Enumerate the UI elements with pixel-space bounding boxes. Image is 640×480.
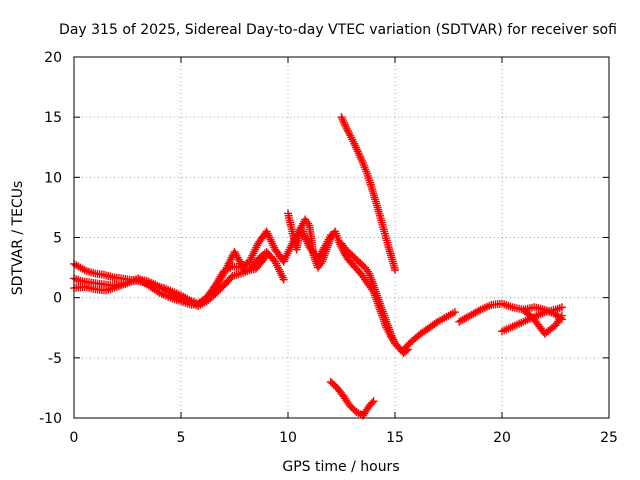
chart-title: Day 315 of 2025, Sidereal Day-to-day VTE… (59, 22, 617, 38)
series-track-c (70, 247, 271, 309)
data-point (369, 397, 378, 406)
y-tick-label: 10 (44, 170, 62, 186)
axis-ticks: 0 5 10 15 20 25 -10 -5 0 5 10 15 20 (39, 50, 618, 446)
data-point-interp (340, 118, 349, 127)
data-point (337, 113, 346, 122)
x-tick-label: 25 (600, 430, 618, 446)
y-tick-label: 15 (44, 110, 62, 126)
data-point-interp (368, 398, 377, 407)
series-track-h (399, 308, 459, 354)
plot-frame (73, 56, 610, 419)
y-tick-label: -5 (48, 351, 62, 367)
data-point-interp (474, 306, 483, 315)
data-point-interp (261, 253, 270, 262)
data-point-interp (338, 115, 347, 124)
series-track-k (519, 305, 566, 338)
data-point (391, 265, 399, 274)
x-tick-label: 10 (279, 430, 297, 446)
data-point (279, 275, 288, 284)
data-point-interp (390, 337, 399, 346)
data-point-interp (556, 313, 565, 322)
data-point-interp (404, 340, 413, 349)
data-point-interp (387, 331, 396, 340)
y-tick-label: 5 (53, 231, 62, 247)
data-point (391, 339, 399, 348)
data-point-interp (356, 153, 365, 162)
series-track-e (337, 239, 399, 348)
data-point-interp (216, 285, 225, 294)
y-tick-label: 0 (53, 291, 62, 307)
series-track-f (337, 113, 399, 274)
y-tick-label: -10 (39, 411, 62, 427)
data-point (262, 251, 271, 260)
data-point-interp (358, 156, 367, 165)
x-tick-label: 5 (177, 430, 186, 446)
data-point (350, 139, 359, 148)
data-point-interp (339, 117, 348, 126)
x-axis-label: GPS time / hours (282, 459, 399, 475)
data-point-interp (301, 233, 310, 242)
data-point-interp (357, 155, 366, 164)
series-track-g (326, 377, 378, 420)
data-point-interp (301, 235, 310, 244)
data-point (557, 303, 566, 312)
data-point (450, 308, 459, 317)
y-tick-label: 20 (44, 50, 62, 66)
data-points (70, 113, 566, 420)
data-point-interp (389, 335, 398, 344)
data-point-interp (388, 333, 397, 342)
y-axis-label: SDTVAR / TECUs (10, 181, 26, 296)
data-point-interp (401, 343, 410, 352)
data-point-interp (352, 145, 361, 154)
data-point (557, 311, 566, 320)
x-tick-label: 20 (493, 430, 511, 446)
data-point (354, 149, 363, 158)
data-point (386, 329, 395, 338)
data-point-interp (352, 143, 361, 152)
data-point-interp (353, 147, 362, 156)
data-point-interp (402, 342, 411, 351)
data-point-interp (351, 141, 360, 150)
x-tick-label: 15 (386, 430, 404, 446)
series-track-j (498, 303, 566, 336)
data-point-interp (302, 237, 311, 246)
data-point (399, 345, 408, 354)
grid (74, 57, 609, 418)
x-tick-label: 0 (70, 430, 79, 446)
data-point-interp (355, 151, 364, 160)
data-point-interp (340, 120, 349, 129)
